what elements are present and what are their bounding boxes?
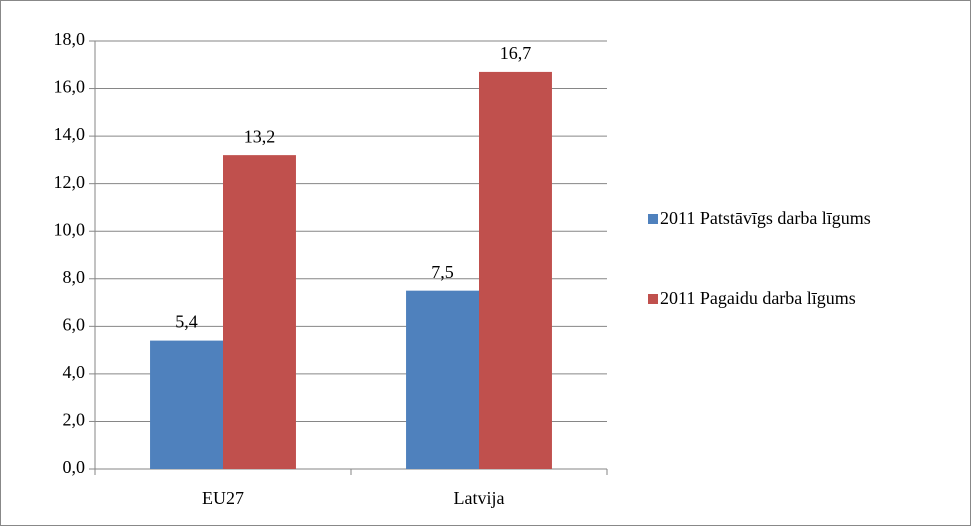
y-tick-label: 14,0 [54, 124, 86, 144]
legend-label: 2011 Patstāvīgs darba līgums [660, 208, 871, 228]
bar [150, 340, 223, 469]
value-label: 13,2 [244, 126, 276, 146]
legend-entry: 2011 Pagaidu darba līgums [648, 285, 878, 311]
legend-label: 2011 Pagaidu darba līgums [660, 288, 856, 308]
x-tick-label: Latvija [454, 488, 505, 508]
x-tick-label: EU27 [202, 488, 244, 508]
bar [406, 290, 479, 469]
bar [223, 155, 296, 469]
y-tick-label: 10,0 [54, 219, 86, 239]
bar [479, 71, 552, 470]
y-tick-label: 12,0 [54, 172, 86, 192]
y-tick-label: 2,0 [63, 410, 86, 430]
y-tick-label: 16,0 [54, 77, 86, 97]
legend-entry: 2011 Patstāvīgs darba līgums [648, 205, 878, 231]
legend-swatch [648, 214, 658, 224]
y-tick-label: 8,0 [63, 267, 86, 287]
y-tick-label: 6,0 [63, 314, 86, 334]
y-tick-label: 0,0 [63, 457, 86, 477]
legend-swatch [648, 294, 658, 304]
y-tick-label: 18,0 [54, 29, 86, 49]
value-label: 5,4 [175, 312, 198, 332]
y-tick-label: 4,0 [63, 362, 86, 382]
value-label: 7,5 [431, 262, 454, 282]
value-label: 16,7 [500, 43, 532, 63]
